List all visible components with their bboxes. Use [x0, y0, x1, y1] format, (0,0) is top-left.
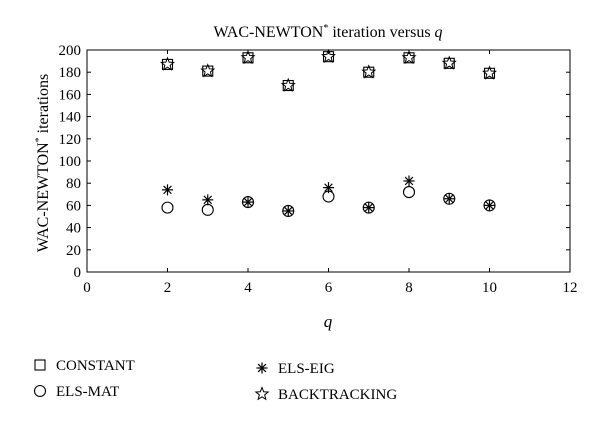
- data-point-square: [363, 66, 375, 78]
- data-point-square: [282, 79, 294, 92]
- plot-frame: [86, 49, 571, 273]
- data-point-square: [322, 51, 335, 63]
- data-point-star: [321, 48, 336, 64]
- data-point-square: [161, 58, 174, 70]
- legend-label: ELS-EIG: [278, 361, 335, 377]
- legend-marker-asterisk: [256, 362, 268, 374]
- data-point-asterisk: [323, 182, 334, 194]
- data-point-circle: [161, 201, 174, 214]
- data-point-square: [202, 65, 214, 77]
- data-point-asterisk: [403, 175, 415, 187]
- y-axis-label: WAC-NEWTON* iterations: [34, 74, 52, 252]
- legend-label: BACKTRACKING: [278, 387, 397, 403]
- data-point-asterisk: [443, 193, 455, 205]
- data-point-star: [401, 49, 417, 65]
- y-tick-label: 0: [74, 265, 82, 281]
- legend-label: ELS-MAT: [56, 384, 119, 400]
- x-tick-label: 2: [164, 280, 172, 296]
- data-point-asterisk: [363, 202, 375, 214]
- legend-item: ELS-EIG: [256, 361, 335, 377]
- x-tick-label: 8: [405, 280, 413, 296]
- series-constant: [161, 51, 496, 92]
- y-tick-label: 100: [59, 154, 82, 170]
- data-point-star: [361, 64, 377, 79]
- data-point-asterisk: [202, 194, 214, 206]
- data-point-asterisk: [484, 199, 495, 211]
- legend-label: CONSTANT: [56, 358, 135, 374]
- data-point-square: [483, 67, 496, 79]
- data-point-square: [443, 57, 455, 69]
- series-els-eig: [162, 175, 495, 217]
- x-tick-label: 4: [244, 280, 252, 296]
- legend-marker-circle: [33, 384, 47, 398]
- legend-marker-square: [34, 359, 46, 371]
- x-tick-label: 10: [482, 280, 497, 296]
- y-tick-label: 160: [59, 87, 82, 103]
- data-point-star: [240, 49, 256, 65]
- y-tick-label: 180: [59, 65, 82, 81]
- data-point-square: [403, 52, 415, 64]
- y-tick-label: 80: [66, 176, 81, 192]
- y-tick-label: 200: [59, 43, 82, 59]
- legend-item: BACKTRACKING: [254, 386, 397, 403]
- x-axis-label: q: [324, 312, 333, 331]
- data-point-asterisk: [242, 196, 254, 208]
- y-tick-label: 120: [59, 132, 82, 148]
- series-backtracking: [160, 48, 497, 92]
- legend-marker-star: [254, 386, 270, 401]
- data-point-asterisk: [282, 205, 294, 217]
- data-point-star: [441, 55, 457, 70]
- data-point-circle: [402, 186, 416, 199]
- x-tick-label: 12: [563, 280, 578, 296]
- data-point-square: [242, 52, 254, 64]
- data-point-circle: [201, 203, 214, 216]
- y-tick-label: 40: [66, 221, 81, 237]
- data-point-star: [200, 63, 216, 78]
- data-point-asterisk: [162, 184, 173, 196]
- data-point-star: [280, 77, 296, 92]
- y-tick-label: 60: [66, 198, 81, 214]
- legend: CONSTANT ELS-MAT ELS-EIG BACKTRACKING: [33, 358, 397, 403]
- x-tick-label: 6: [325, 280, 333, 296]
- x-tick-label: 0: [83, 280, 91, 296]
- chart-title: WAC-NEWTON* iteration versus q: [213, 23, 442, 41]
- legend-item: ELS-MAT: [33, 384, 119, 400]
- legend-item: CONSTANT: [34, 358, 135, 374]
- data-point-star: [482, 65, 497, 80]
- y-tick-label: 140: [59, 110, 82, 126]
- data-point-star: [160, 56, 175, 71]
- y-tick-label: 20: [66, 243, 81, 259]
- data-marks: [160, 48, 497, 217]
